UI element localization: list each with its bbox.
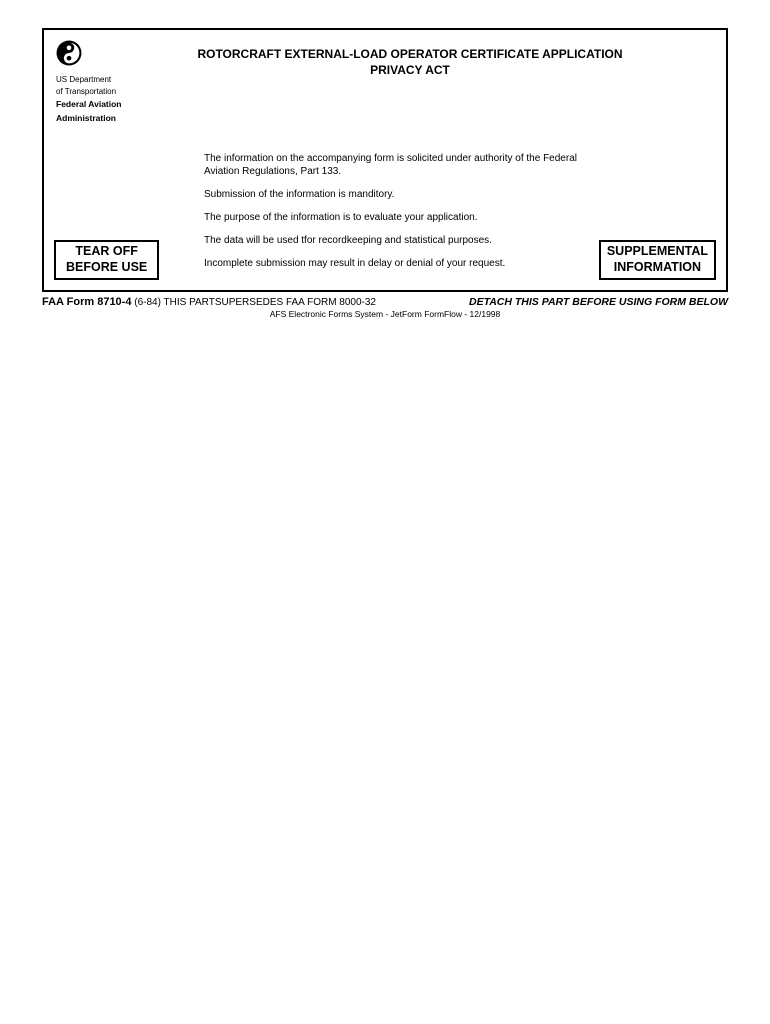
- para-4: The data will be used tfor recordkeeping…: [204, 234, 594, 247]
- para-2: Submission of the information is mandito…: [204, 188, 594, 201]
- para-5: Incomplete submission may result in dela…: [204, 257, 594, 270]
- para-3: The purpose of the information is to eva…: [204, 211, 594, 224]
- dept-line2: of Transportation: [56, 87, 166, 97]
- footer-detach: DETACH THIS PART BEFORE USING FORM BELOW: [469, 296, 728, 308]
- dept-line1: US Department: [56, 75, 166, 85]
- title-line1: ROTORCRAFT EXTERNAL-LOAD OPERATOR CERTIF…: [166, 46, 654, 62]
- tear-off-box: TEAR OFF BEFORE USE: [54, 240, 159, 279]
- form-number: FAA Form 8710-4: [42, 296, 131, 308]
- supplemental-box: SUPPLEMENTAL INFORMATION: [599, 240, 716, 279]
- footer-sub: AFS Electronic Forms System - JetForm Fo…: [42, 309, 728, 319]
- para-1: The information on the accompanying form…: [204, 152, 594, 178]
- form-rest: (6-84) THIS PARTSUPERSEDES FAA FORM 8000…: [131, 297, 376, 308]
- body-text: The information on the accompanying form…: [204, 152, 594, 270]
- privacy-act-box: US Department of Transportation Federal …: [42, 28, 728, 292]
- supp-line1: SUPPLEMENTAL: [607, 244, 708, 260]
- header-row: US Department of Transportation Federal …: [56, 40, 714, 124]
- tear-line2: BEFORE USE: [66, 260, 147, 276]
- title-line2: PRIVACY ACT: [166, 62, 654, 78]
- dot-logo-icon: [56, 40, 82, 66]
- faa-line2: Administration: [56, 114, 166, 124]
- footer-row: FAA Form 8710-4 (6-84) THIS PARTSUPERSED…: [42, 296, 728, 308]
- supp-line2: INFORMATION: [607, 260, 708, 276]
- agency-block: US Department of Transportation Federal …: [56, 40, 166, 124]
- tear-line1: TEAR OFF: [66, 244, 147, 260]
- footer-left: FAA Form 8710-4 (6-84) THIS PARTSUPERSED…: [42, 296, 376, 308]
- faa-line1: Federal Aviation: [56, 100, 166, 110]
- title-block: ROTORCRAFT EXTERNAL-LOAD OPERATOR CERTIF…: [166, 40, 714, 78]
